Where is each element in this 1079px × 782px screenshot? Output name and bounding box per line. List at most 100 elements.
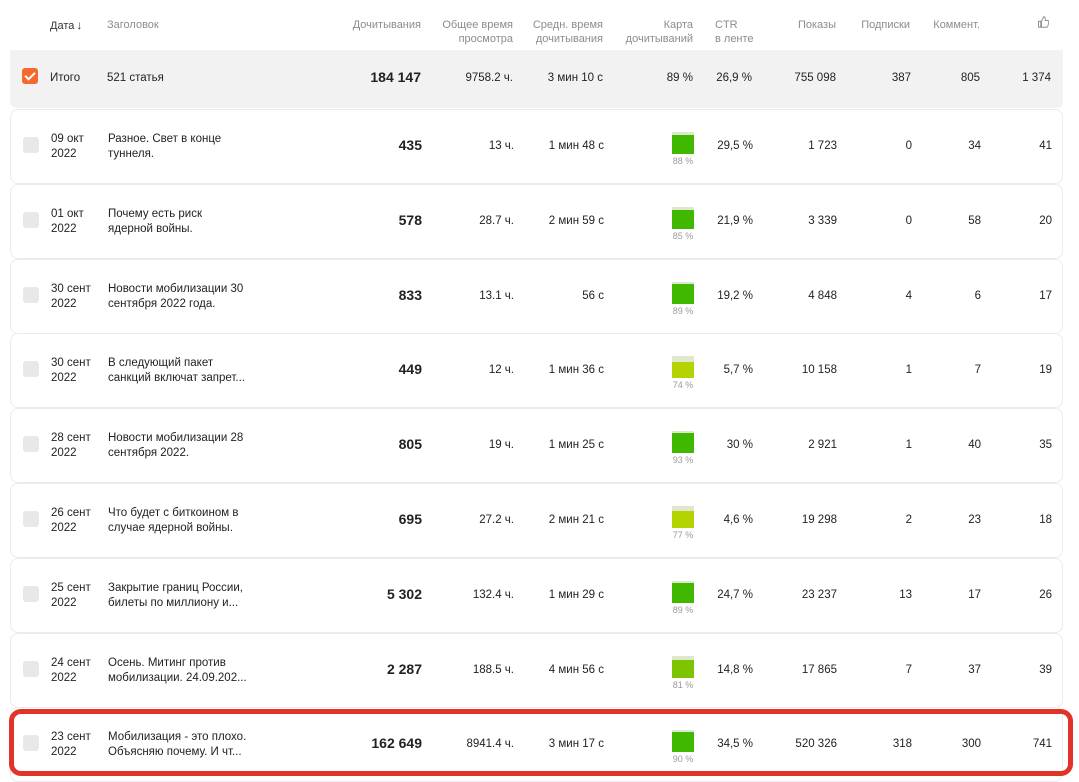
column-map-header[interactable]: Карта дочитываний <box>625 19 693 45</box>
read-map-indicator[interactable] <box>672 282 694 304</box>
article-title-link[interactable]: Новости мобилизации 28 сентября 2022. <box>108 432 244 459</box>
article-title-link[interactable]: В следующий пакет санкций включат запрет… <box>108 357 245 384</box>
read-map-indicator[interactable] <box>672 132 694 154</box>
table-row[interactable]: 25 сент 2022 Закрытие границ России, бил… <box>10 558 1063 633</box>
row-subs: 1 <box>905 364 912 376</box>
row-comments: 17 <box>968 589 981 601</box>
row-avg-time: 1 мин 36 с <box>548 364 604 376</box>
row-comments: 7 <box>974 364 981 376</box>
row-date: 30 сент 2022 <box>51 283 91 310</box>
article-title-link[interactable]: Разное. Свет в конце туннеля. <box>108 133 222 160</box>
read-map-percent: 88 % <box>672 156 694 166</box>
row-avg-time: 1 мин 48 с <box>548 140 604 152</box>
read-map-percent: 93 % <box>672 455 694 465</box>
row-checkbox[interactable] <box>23 436 39 452</box>
article-title-link[interactable]: Почему есть риск ядерной войны. <box>108 208 202 235</box>
row-ctr: 29,5 % <box>717 140 753 152</box>
row-comments: 300 <box>961 738 981 750</box>
row-date: 28 сент 2022 <box>51 432 91 459</box>
row-ctr: 5,7 % <box>723 364 753 376</box>
row-ctr: 14,8 % <box>717 664 753 676</box>
row-subs: 7 <box>905 664 912 676</box>
article-title-link[interactable]: Закрытие границ России, билеты по миллио… <box>108 582 243 609</box>
row-avg-time: 1 мин 25 с <box>548 439 604 451</box>
row-shows: 23 237 <box>801 589 837 601</box>
row-likes: 20 <box>1039 215 1052 227</box>
row-checkbox[interactable] <box>23 212 39 228</box>
column-reads-header[interactable]: Дочитывания <box>352 19 421 31</box>
row-checkbox[interactable] <box>23 735 39 751</box>
read-map-percent: 74 % <box>672 380 694 390</box>
row-avg-time: 2 мин 21 с <box>548 514 604 526</box>
table-row[interactable]: 30 сент 2022 Новости мобилизации 30 сент… <box>10 259 1063 334</box>
article-title-link[interactable]: Осень. Митинг против мобилизации. 24.09.… <box>108 657 247 684</box>
row-total-time: 13 ч. <box>488 140 514 152</box>
column-total-time-header[interactable]: Общее время просмотра <box>442 19 513 45</box>
table-row[interactable]: 26 сент 2022 Что будет с биткоином в слу… <box>10 483 1063 558</box>
table-header: Дата ↓ Заголовок Дочитывания Общее время … <box>10 0 1063 50</box>
read-map-indicator[interactable] <box>672 431 694 453</box>
read-map-indicator[interactable] <box>672 656 694 678</box>
totals-avg-time: 3 мин 10 с <box>547 72 603 84</box>
row-date: 23 сент 2022 <box>51 731 91 758</box>
read-map-percent: 89 % <box>672 605 694 615</box>
row-reads: 578 <box>398 212 422 228</box>
row-total-time: 188.5 ч. <box>472 664 514 676</box>
article-title-link[interactable]: Мобилизация - это плохо. Объясняю почему… <box>108 731 247 758</box>
row-avg-time: 56 с <box>582 290 604 302</box>
row-avg-time: 2 мин 59 с <box>548 215 604 227</box>
row-total-time: 27.2 ч. <box>479 514 514 526</box>
row-ctr: 21,9 % <box>717 215 753 227</box>
row-total-time: 12 ч. <box>488 364 514 376</box>
totals-comments: 805 <box>960 72 980 84</box>
read-map-indicator[interactable] <box>672 356 694 378</box>
read-map-percent: 81 % <box>672 680 694 690</box>
select-all-checkbox[interactable] <box>22 68 38 84</box>
row-likes: 17 <box>1039 290 1052 302</box>
table-row[interactable]: 09 окт 2022 Разное. Свет в конце туннеля… <box>10 109 1063 184</box>
totals-map: 89 % <box>666 72 693 84</box>
read-map-indicator[interactable] <box>672 207 694 229</box>
row-checkbox[interactable] <box>23 361 39 377</box>
row-checkbox[interactable] <box>23 137 39 153</box>
row-comments: 40 <box>968 439 981 451</box>
table-row[interactable]: 24 сент 2022 Осень. Митинг против мобили… <box>10 633 1063 708</box>
row-subs: 0 <box>905 215 912 227</box>
column-date-header[interactable]: Дата ↓ <box>50 18 83 32</box>
row-checkbox[interactable] <box>23 661 39 677</box>
column-shows-header[interactable]: Показы <box>797 19 836 31</box>
row-reads: 162 649 <box>371 735 422 751</box>
table-row[interactable]: 30 сент 2022 В следующий пакет санкций в… <box>10 333 1063 408</box>
article-title-link[interactable]: Новости мобилизации 30 сентября 2022 год… <box>108 283 244 310</box>
column-avg-time-header[interactable]: Средн. время дочитывания <box>532 19 603 45</box>
row-comments: 34 <box>968 140 981 152</box>
column-subs-header[interactable]: Подписки <box>861 19 910 31</box>
totals-row: Итого 521 статья 184 147 9758.2 ч. 3 мин… <box>10 50 1063 108</box>
row-checkbox[interactable] <box>23 511 39 527</box>
read-map-indicator[interactable] <box>672 730 694 752</box>
row-subs: 2 <box>905 514 912 526</box>
thumbs-up-icon[interactable] <box>1037 16 1049 28</box>
read-map-percent: 77 % <box>672 530 694 540</box>
row-shows: 4 848 <box>808 290 837 302</box>
column-comments-header[interactable]: Коммент. <box>933 19 980 31</box>
row-checkbox[interactable] <box>23 287 39 303</box>
row-subs: 13 <box>899 589 912 601</box>
table-row[interactable]: 28 сент 2022 Новости мобилизации 28 сент… <box>10 408 1063 483</box>
read-map-percent: 90 % <box>672 754 694 764</box>
row-ctr: 34,5 % <box>717 738 753 750</box>
row-reads: 2 287 <box>386 661 422 677</box>
row-shows: 1 723 <box>808 140 837 152</box>
column-title-header[interactable]: Заголовок <box>107 19 159 31</box>
table-row[interactable]: 01 окт 2022 Почему есть риск ядерной вой… <box>10 184 1063 259</box>
row-total-time: 13.1 ч. <box>479 290 514 302</box>
row-likes: 39 <box>1039 664 1052 676</box>
article-title-link[interactable]: Что будет с биткоином в случае ядерной в… <box>108 507 239 534</box>
row-checkbox[interactable] <box>23 586 39 602</box>
read-map-indicator[interactable] <box>672 506 694 528</box>
column-ctr-header[interactable]: CTR в ленте <box>715 19 754 45</box>
row-shows: 19 298 <box>801 514 837 526</box>
read-map-indicator[interactable] <box>672 581 694 603</box>
row-avg-time: 3 мин 17 с <box>548 738 604 750</box>
totals-reads: 184 147 <box>370 69 421 85</box>
